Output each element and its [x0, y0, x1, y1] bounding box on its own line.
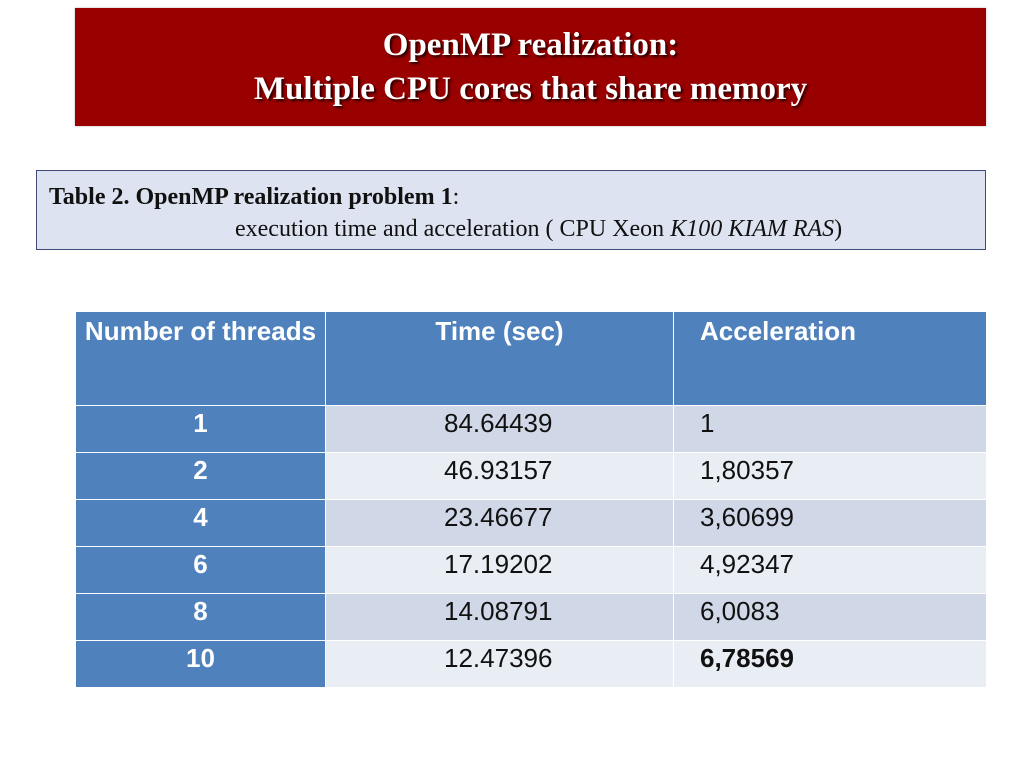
caption-line2-prefix: execution time and acceleration ( CPU Xe…	[235, 216, 671, 242]
cell-threads: 8	[75, 593, 326, 641]
header-acceleration: Acceleration	[673, 311, 987, 406]
table-row: 8 14.08791 6,0083	[75, 593, 987, 641]
caption-line1: Table 2. OpenMP realization problem 1:	[49, 182, 459, 212]
cell-threads: 2	[75, 452, 326, 500]
cell-acceleration: 3,60699	[673, 499, 987, 547]
caption-line2-suffix: )	[834, 216, 843, 242]
header-time: Time (sec)	[325, 311, 674, 406]
table-caption: Table 2. OpenMP realization problem 1: e…	[36, 170, 986, 250]
cell-time: 12.47396	[325, 640, 674, 688]
cell-threads: 1	[75, 405, 326, 453]
cell-time: 84.64439	[325, 405, 674, 453]
table-row: 4 23.46677 3,60699	[75, 499, 987, 547]
table-row: 1 84.64439 1	[75, 405, 987, 453]
title-banner: OpenMP realization: Multiple CPU cores t…	[75, 8, 986, 126]
cell-acceleration: 6,0083	[673, 593, 987, 641]
cell-threads: 10	[75, 640, 326, 688]
table-row: 10 12.47396 6,78569	[75, 640, 987, 688]
cell-acceleration: 1	[673, 405, 987, 453]
results-table: Number of threads Time (sec) Acceleratio…	[75, 311, 987, 688]
cell-time: 17.19202	[325, 546, 674, 594]
table-header-row: Number of threads Time (sec) Acceleratio…	[75, 311, 987, 406]
cell-threads: 4	[75, 499, 326, 547]
slide-title-line1: OpenMP realization:	[382, 27, 679, 63]
cell-threads: 6	[75, 546, 326, 594]
table-row: 6 17.19202 4,92347	[75, 546, 987, 594]
cell-acceleration: 6,78569	[673, 640, 987, 688]
caption-label: Table 2. OpenMP realization problem 1	[49, 184, 453, 210]
caption-line2-italic: K100 KIAM RAS	[670, 216, 835, 242]
cell-acceleration: 1,80357	[673, 452, 987, 500]
cell-time: 46.93157	[325, 452, 674, 500]
table-row: 2 46.93157 1,80357	[75, 452, 987, 500]
cell-acceleration: 4,92347	[673, 546, 987, 594]
caption-label-suffix: :	[452, 184, 460, 210]
header-threads: Number of threads	[75, 311, 326, 406]
cell-time: 14.08791	[325, 593, 674, 641]
caption-line2: execution time and acceleration ( CPU Xe…	[235, 214, 842, 244]
slide-title-line2: Multiple CPU cores that share memory	[253, 71, 808, 107]
cell-time: 23.46677	[325, 499, 674, 547]
